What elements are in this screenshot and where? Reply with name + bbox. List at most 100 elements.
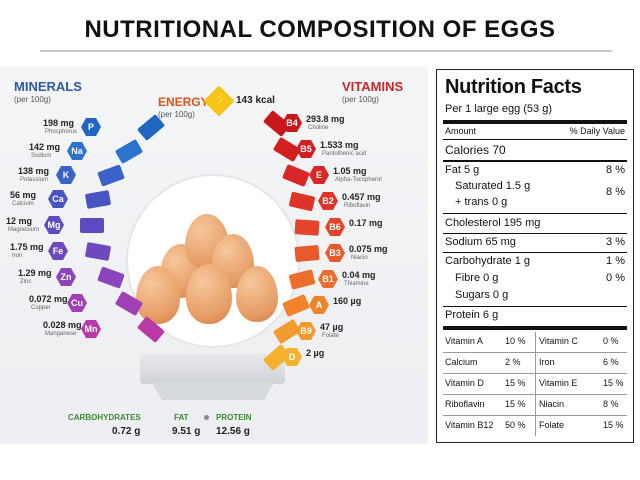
nutrient-name: Vitamin C: [539, 336, 578, 346]
vitamin-symbol: B3: [325, 244, 345, 262]
daily-value-header: % Daily Value: [569, 126, 625, 136]
separator-dot: [204, 415, 209, 420]
vitamin-value: 0.457 mg: [342, 192, 381, 202]
nutrient-name: Vitamin E: [539, 378, 578, 388]
mineral-name: Sodium: [31, 153, 52, 159]
vitamins-heading: VITAMINS: [342, 79, 404, 94]
mineral-symbol: Fe: [48, 242, 68, 260]
carbohydrate-row: Carbohydrate 1 g 1 %: [445, 255, 625, 267]
mineral-value: 0.028 mg: [43, 320, 82, 330]
mineral-value: 138 mg: [18, 166, 50, 176]
vitamin-symbol: A: [309, 296, 329, 314]
egg-infographic: MINERALS (per 100g) VITAMINS (per 100g) …: [0, 66, 428, 444]
calories-row: Calories 70: [445, 143, 506, 157]
nutrient-dv: 15 %: [505, 399, 526, 409]
minerals-unit: (per 100g): [14, 95, 51, 104]
mineral-name: Zinc: [20, 279, 32, 285]
sodium-amount: Sodium 65 mg: [445, 236, 516, 248]
rule: [443, 233, 627, 234]
vitamin-name: Niacin: [351, 255, 368, 261]
vitamin-value: 0.04 mg: [342, 270, 376, 280]
vitamins-unit: (per 100g): [342, 95, 379, 104]
mineral-bar-segment: [85, 242, 112, 261]
nutrient-name: Iron: [539, 357, 555, 367]
vitamin-value: 1.05 mg: [333, 166, 367, 176]
mineral-name: Calcium: [12, 201, 34, 207]
lightning-glyph-icon: ⚡: [212, 91, 230, 107]
vitamin-value: 160 µg: [333, 296, 362, 306]
vitamin-name: Alpha-Tocopherol: [335, 177, 382, 183]
rule: [443, 306, 627, 307]
minerals-heading: MINERALS: [14, 79, 82, 94]
protein-row: Protein 6 g: [445, 309, 499, 321]
nutrient-dv: 8 %: [603, 399, 619, 409]
energy-unit: (per 100g): [158, 110, 195, 119]
mineral-bar-segment: [97, 164, 126, 187]
mineral-name: Magnesium: [8, 227, 40, 233]
mineral-symbol: Zn: [56, 268, 76, 286]
mineral-bar-segment: [114, 139, 143, 164]
saturated-dv: 8 %: [606, 186, 625, 198]
mineral-symbol: Mg: [44, 216, 64, 234]
title-divider: [40, 50, 612, 52]
mineral-value: 0.072 mg: [29, 294, 68, 304]
saturated-row: Saturated 1.5 g 8 %: [455, 180, 625, 198]
vitamin-value: 47 µg: [320, 322, 344, 332]
amount-header: Amount: [445, 126, 477, 136]
egg-icon: [186, 264, 232, 324]
nutrient-name: Folate: [539, 420, 565, 430]
rule: [443, 213, 627, 214]
mineral-value: 198 mg: [43, 118, 75, 128]
mineral-symbol: K: [56, 166, 76, 184]
thick-rule: [443, 120, 627, 124]
protein-value: 12.56 g: [216, 426, 250, 437]
mineral-name: Potassium: [20, 177, 49, 183]
vitamin-bar-segment: [289, 191, 316, 212]
egg-icon: [136, 266, 180, 324]
carbohydrate-amount: Carbohydrate 1 g: [445, 255, 530, 267]
slide-title: NUTRITIONAL COMPOSITION OF EGGS: [84, 16, 556, 43]
vitamin-symbol: B4: [282, 114, 302, 132]
vitamin-value: 293.8 mg: [306, 114, 345, 124]
saturated-amount: Saturated 1.5 g: [455, 180, 531, 192]
sodium-dv: 3 %: [606, 236, 625, 248]
mineral-name: Phosphorus: [45, 129, 78, 135]
header-row: Amount % Daily Value: [445, 126, 625, 136]
nutrition-facts-label: Nutrition Facts Per 1 large egg (53 g) A…: [436, 69, 634, 443]
nutrient-dv: 0 %: [603, 336, 619, 346]
thick-rule: [443, 326, 627, 330]
sodium-row: Sodium 65 mg 3 %: [445, 236, 625, 248]
vitamin-symbol: B1: [318, 270, 338, 288]
mineral-symbol: P: [81, 118, 101, 136]
vitamin-value: 0.17 mg: [349, 218, 383, 228]
mineral-value: 1.29 mg: [18, 268, 52, 278]
vitamin-name: Choline: [308, 125, 329, 131]
rule: [443, 160, 627, 162]
nutrient-dv: 15 %: [505, 378, 526, 388]
nutrient-dv: 6 %: [603, 357, 619, 367]
nutrient-name: Niacin: [539, 399, 565, 409]
mineral-bar-segment: [85, 190, 112, 209]
nutrient-name: Riboflavin: [445, 399, 485, 409]
sugars-row: Sugars 0 g: [455, 289, 509, 301]
egg-tray: [140, 354, 285, 384]
nutrient-name: Vitamin D: [445, 378, 484, 388]
mineral-name: Copper: [31, 305, 51, 311]
mineral-name: Iron: [12, 253, 23, 259]
trans-row: + trans 0 g: [455, 196, 508, 208]
vitamin-symbol: E: [309, 166, 329, 184]
rule: [443, 252, 627, 253]
carbohydrates-label: CARBOHYDRATES: [68, 413, 141, 422]
vitamin-name: Folate: [322, 333, 339, 339]
carbohydrate-dv: 1 %: [606, 255, 625, 267]
vitamin-bar-segment: [294, 219, 320, 236]
mineral-value: 56 mg: [10, 190, 37, 200]
vitamin-value: 2 µg: [306, 348, 325, 358]
mineral-value: 142 mg: [29, 142, 61, 152]
vitamin-bar-segment: [282, 164, 311, 187]
vitamin-symbol: B2: [318, 192, 338, 210]
vitamin-value: 1.533 mg: [320, 140, 359, 150]
vitamin-table: Vitamin A 10 % Vitamin C 0 % Calcium 2 % Iron 6…: [443, 332, 627, 440]
mineral-bar-segment: [97, 266, 126, 289]
fibre-amount: Fibre 0 g: [455, 272, 499, 284]
